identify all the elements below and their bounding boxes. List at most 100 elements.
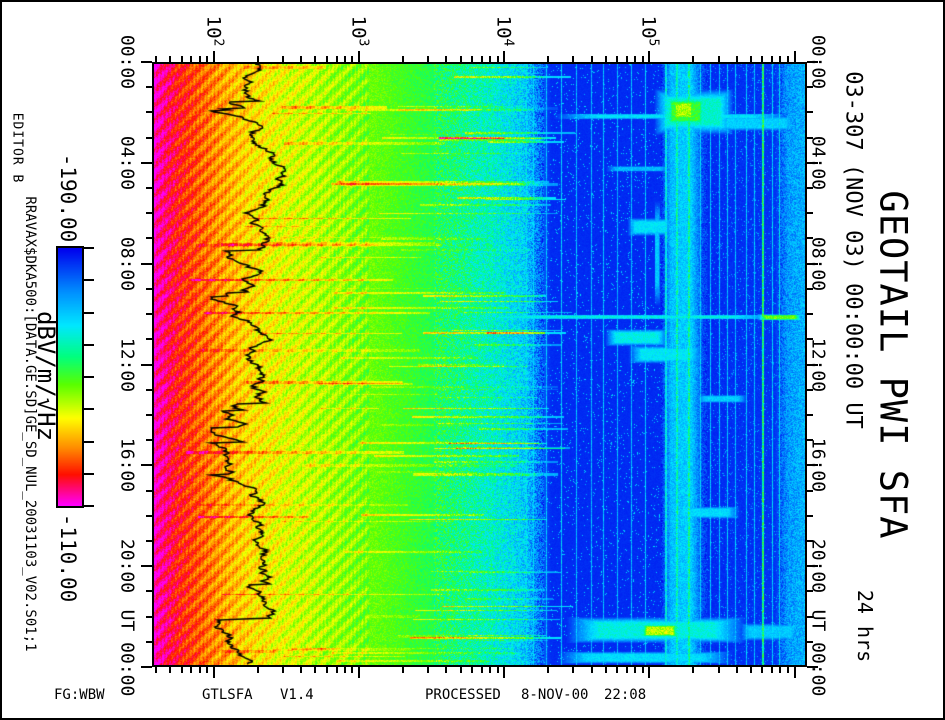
axis-tick (572, 667, 575, 673)
axis-tick (155, 56, 158, 62)
plot-subtitle: 03-307 (NOV 03) 00:00:00 UT (840, 71, 866, 429)
axis-tick (779, 56, 782, 62)
axis-tick (344, 56, 347, 62)
axis-tick (459, 667, 462, 673)
axis-tick (141, 565, 152, 568)
axis-tick (146, 287, 152, 290)
axis-tick (344, 667, 347, 673)
axis-tick (807, 212, 813, 215)
axis-tick (427, 56, 430, 62)
axis-tick (717, 56, 720, 62)
axis-tick (572, 56, 575, 62)
axis-tick (717, 667, 720, 673)
axis-tick (84, 473, 94, 475)
axis-tick (198, 56, 201, 62)
axis-tick (146, 514, 152, 517)
spectrogram-canvas (154, 64, 805, 665)
axis-tick (546, 56, 549, 62)
axis-tick (141, 161, 152, 164)
axis-tick (335, 667, 338, 673)
axis-tick (807, 86, 813, 89)
axis-tick (807, 615, 813, 618)
axis-tick (496, 56, 499, 62)
axis-tick (146, 237, 152, 240)
colorbar-gradient (58, 248, 82, 506)
time-tick-label-right: UT 00:00 (807, 609, 829, 697)
colorbar (56, 246, 84, 508)
axis-tick (445, 667, 448, 673)
colorbar-max-label: -190.00 (56, 153, 80, 243)
axis-tick (625, 667, 628, 673)
axis-tick (761, 56, 764, 62)
footer-program: GTLSFA (202, 687, 253, 703)
axis-tick (351, 56, 354, 62)
axis-tick (256, 667, 259, 673)
axis-tick (786, 667, 789, 673)
axis-tick (146, 338, 152, 341)
time-tick-label-right: 04:00 (807, 135, 829, 190)
axis-tick (84, 312, 94, 314)
axis-tick (146, 86, 152, 89)
axis-tick (190, 667, 193, 673)
axis-tick (146, 489, 152, 492)
axis-tick (198, 667, 201, 673)
axis-tick (807, 388, 813, 391)
axis-tick (169, 667, 172, 673)
axis-tick (634, 667, 637, 673)
axis-tick (84, 505, 94, 507)
axis-tick (84, 376, 94, 378)
axis-tick (807, 262, 818, 265)
axis-tick (146, 313, 152, 316)
axis-tick (648, 51, 651, 62)
duration-label: 24 hrs (853, 589, 877, 663)
time-tick-label-right: 00:00 (807, 34, 829, 90)
axis-tick (807, 666, 818, 668)
axis-tick (314, 667, 317, 673)
axis-tick (807, 237, 813, 240)
axis-tick (190, 56, 193, 62)
axis-tick (146, 615, 152, 618)
axis-tick (692, 667, 695, 673)
axis-tick (358, 51, 361, 62)
axis-tick (180, 56, 183, 62)
axis-tick (146, 640, 152, 643)
time-tick-label-left: 00:00 (116, 34, 138, 90)
axis-tick (146, 539, 152, 542)
axis-tick (141, 363, 152, 366)
axis-tick (604, 667, 607, 673)
time-tick-label-left: 20:00 (116, 539, 138, 594)
footer-version: V1.4 (280, 687, 314, 703)
axis-tick (807, 111, 813, 114)
axis-tick (616, 56, 619, 62)
axis-tick (793, 667, 796, 678)
axis-tick (616, 667, 619, 673)
axis-tick (141, 464, 152, 467)
time-tick-label-right: 08:00 (807, 236, 829, 291)
axis-tick (401, 56, 404, 62)
axis-tick (749, 56, 752, 62)
axis-tick (625, 56, 628, 62)
axis-tick (146, 187, 152, 190)
freq-tick-label: 103 (347, 15, 371, 47)
axis-tick (779, 667, 782, 673)
axis-tick (503, 667, 506, 678)
axis-tick (807, 464, 818, 467)
axis-tick (807, 640, 813, 643)
axis-tick (141, 666, 152, 668)
axis-tick (146, 111, 152, 114)
axis-tick (641, 56, 644, 62)
axis-tick (546, 667, 549, 673)
axis-tick (496, 667, 499, 673)
axis-tick (146, 212, 152, 215)
axis-tick (212, 51, 215, 62)
axis-tick (807, 590, 813, 593)
axis-tick (146, 439, 152, 442)
axis-tick (84, 408, 94, 410)
axis-tick (180, 667, 183, 673)
axis-tick (807, 413, 813, 416)
axis-tick (807, 136, 813, 139)
footer-processed-label: PROCESSED (425, 687, 501, 703)
plot-area (152, 62, 807, 667)
axis-tick (807, 287, 813, 290)
axis-tick (807, 313, 813, 316)
